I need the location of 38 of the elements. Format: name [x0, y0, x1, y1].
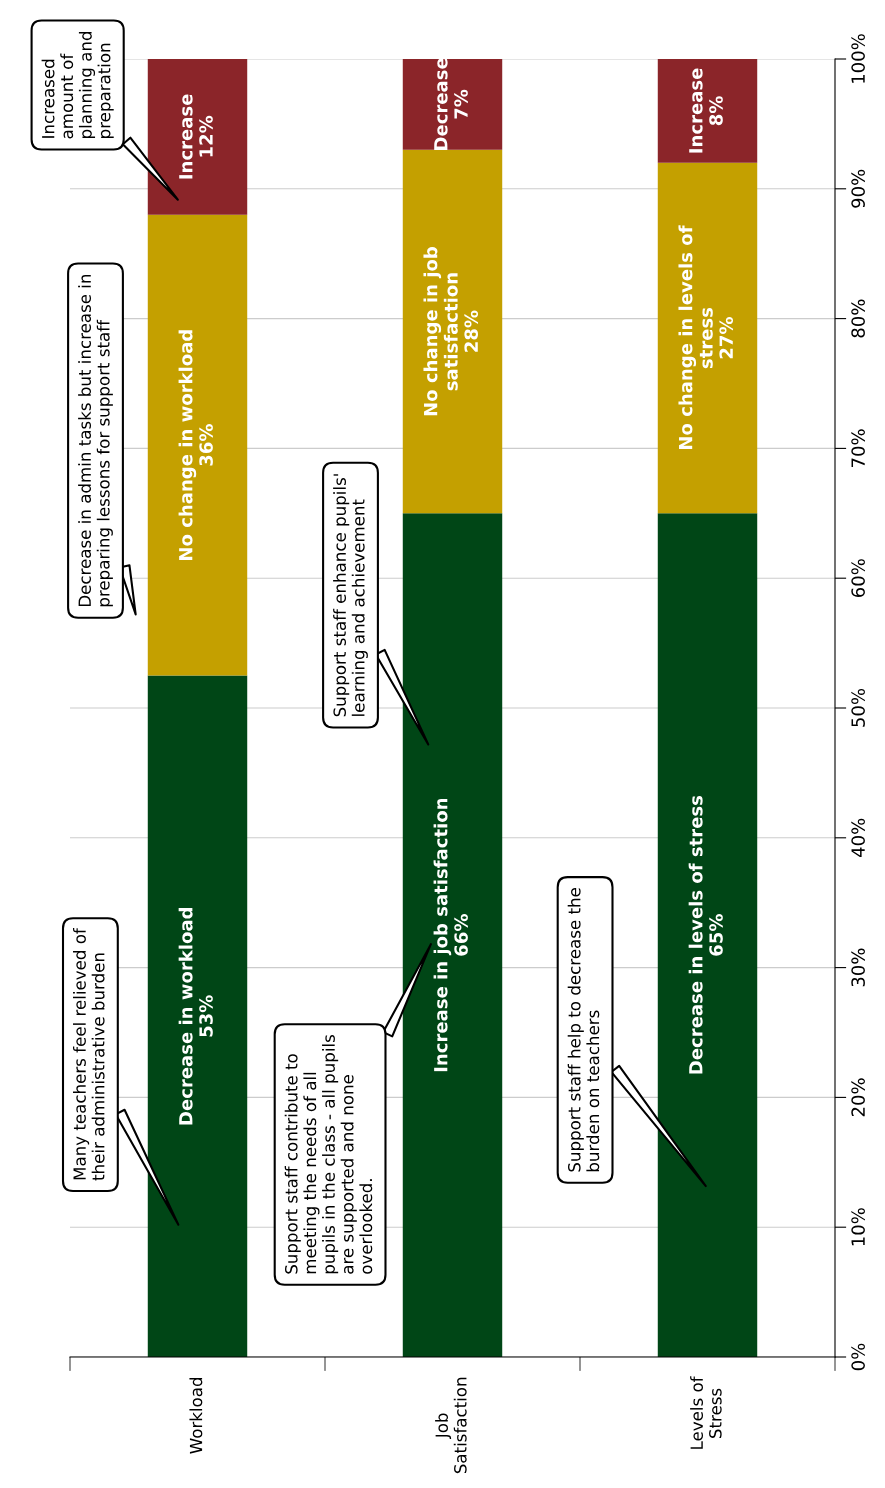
annotation: Support staff enhance pupils' learning and achievement — [333, 474, 368, 717]
y-tick-label: 40% — [851, 818, 865, 857]
x-tick-label: Workload — [189, 1377, 203, 1454]
y-tick-label: 70% — [851, 429, 865, 467]
bar — [147, 59, 248, 215]
y-tick-label: 0% — [851, 1343, 865, 1371]
bar — [657, 162, 758, 514]
y-tick-label: 10% — [851, 1208, 865, 1246]
data-label: Decrease in workload 53% — [178, 908, 213, 1125]
bar — [657, 513, 758, 1357]
y-tick-label: 50% — [851, 688, 865, 727]
annotation: Many teachers feel relieved of their administrative burden — [73, 927, 105, 1181]
y-tick-label: 100% — [851, 34, 865, 83]
bar — [147, 214, 248, 676]
bar — [657, 59, 758, 163]
bar — [402, 513, 503, 1357]
y-tick-label: 80% — [851, 299, 865, 338]
y-tick-label: 20% — [851, 1078, 865, 1117]
x-tick-label: Levels of Stress — [690, 1376, 722, 1449]
y-tick-label: 90% — [851, 169, 865, 208]
bar — [402, 59, 503, 150]
data-label: Increase 12% — [179, 94, 213, 179]
data-label: No change in levels of stress 27% — [678, 225, 734, 449]
data-label: No change in job satisfaction 28% — [423, 247, 479, 416]
data-label: No change in workload 36% — [178, 330, 213, 560]
y-tick-label: 30% — [851, 948, 865, 987]
bar — [402, 149, 503, 514]
data-label: Increase 8% — [689, 68, 723, 153]
annotation: Support staff help to decrease the burden on teachers — [567, 888, 600, 1172]
bar — [147, 675, 248, 1357]
x-tick-label: Job Satisfaction — [435, 1377, 467, 1474]
annotation: Support staff contribute to meeting the needs of all pupils in the class - all pupils are supported and none overlooked. — [284, 1035, 373, 1274]
annotation: Increased amount of planning and preparation — [41, 31, 114, 139]
annotation: Decrease in admin tasks but increase in preparing lessons for support staff — [78, 274, 113, 607]
data-label: Increase in job satisfaction 66% — [433, 798, 468, 1072]
y-tick-label: 60% — [851, 559, 865, 597]
data-label: Decrease in levels of stress 65% — [688, 795, 723, 1074]
data-label: Decrease 7% — [434, 58, 468, 150]
